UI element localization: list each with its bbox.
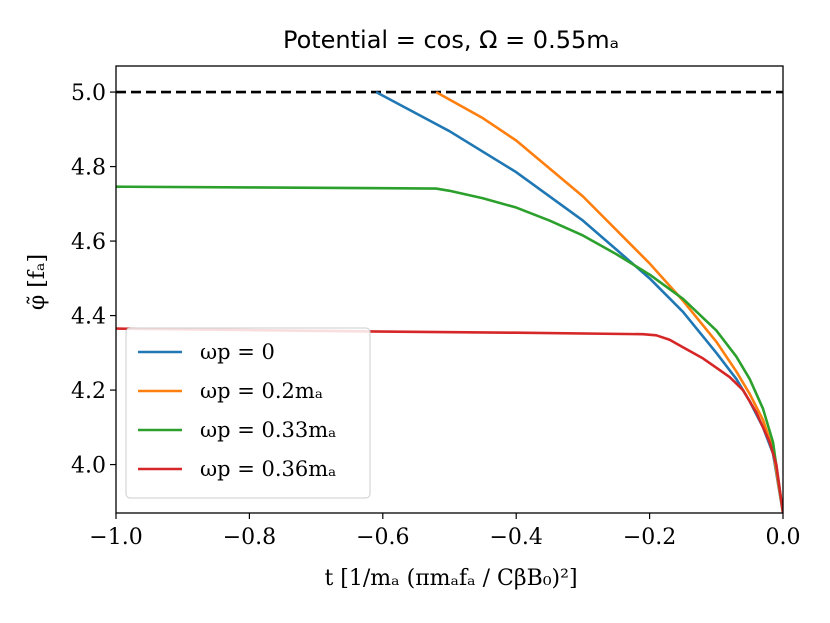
y-tick-label: 4.4 bbox=[71, 305, 106, 330]
x-tick-label: −0.8 bbox=[223, 525, 276, 550]
y-tick-label: 4.2 bbox=[71, 379, 106, 404]
y-axis-label: φ̃ [fₐ] bbox=[25, 254, 50, 310]
series-line-2 bbox=[116, 185, 783, 513]
legend-box bbox=[125, 327, 371, 499]
x-tick-label: −0.6 bbox=[356, 525, 409, 550]
series-line-1 bbox=[435, 90, 783, 513]
axes-frame bbox=[115, 65, 784, 514]
y-tick-label: 4.6 bbox=[71, 230, 106, 255]
series-line-3 bbox=[116, 327, 783, 513]
legend-label-1: ωp = 0.2mₐ bbox=[200, 379, 323, 403]
x-axis-label: t [1/mₐ (πmₐfₐ / CβB₀)²] bbox=[324, 566, 577, 591]
y-tick-label: 4.0 bbox=[71, 454, 106, 479]
chart-title: Potential = cos, Ω = 0.55mₐ bbox=[283, 26, 619, 54]
x-tick-label: 0.0 bbox=[766, 525, 801, 550]
y-tick-label: 4.8 bbox=[71, 156, 106, 181]
axes: −1.0 −0.8 −0.6 −0.4 −0.2 0.0 4.0 4.2 4.4 4.6 4.8 5.… bbox=[71, 65, 801, 550]
legend-label-3: ωp = 0.36mₐ bbox=[200, 457, 336, 481]
legend-label-0: ωp = 0 bbox=[200, 340, 275, 364]
y-tick-label: 5.0 bbox=[71, 81, 106, 106]
legend-label-2: ωp = 0.33mₐ bbox=[200, 418, 336, 442]
legend: ωp = 0 ωp = 0.2mₐ ωp = 0.33mₐ ωp = 0.36mₐ bbox=[125, 327, 371, 499]
x-tick-label: −0.4 bbox=[489, 525, 542, 550]
x-tick-label: −0.2 bbox=[623, 525, 676, 550]
plot-area bbox=[116, 90, 783, 513]
x-tick-label: −1.0 bbox=[89, 525, 142, 550]
